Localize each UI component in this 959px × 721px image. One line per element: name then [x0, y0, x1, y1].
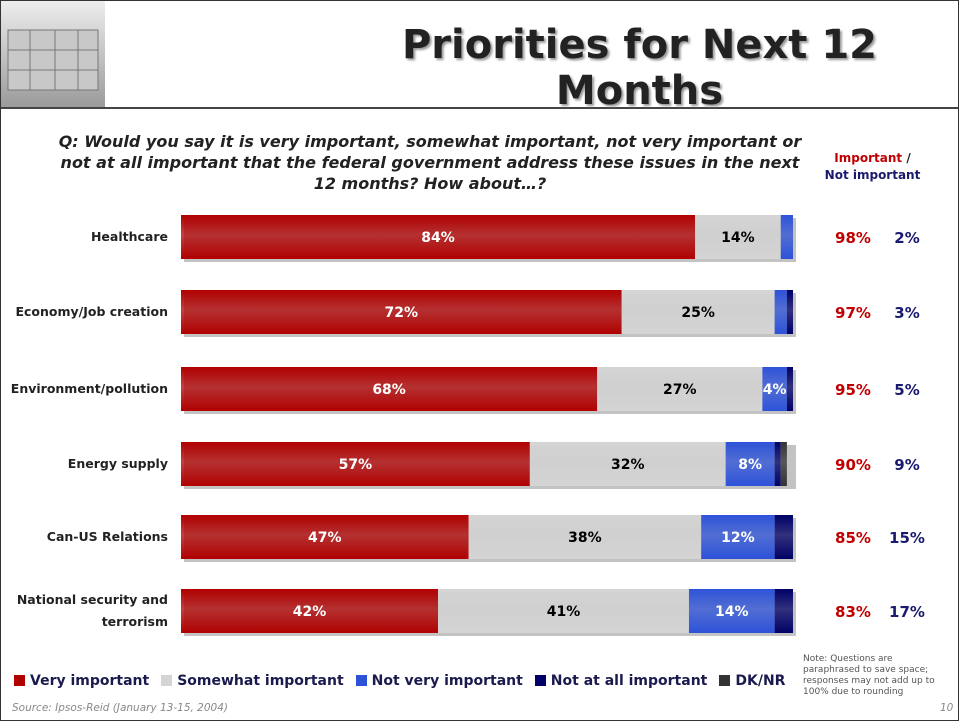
legend-label: DK/NR — [735, 673, 786, 689]
chart-title: Priorities for Next 12 Months — [401, 22, 878, 114]
bar-segment — [780, 442, 787, 486]
source: Source: Ipsos-Reid (January 13-15, 2004) — [12, 702, 229, 714]
question: Q: Would you say it is very important, s… — [58, 132, 802, 193]
not-important-total: 17% — [889, 603, 925, 621]
bar-segment — [181, 442, 530, 486]
value-label: 84% — [421, 230, 455, 246]
category-label: Economy/Job creation — [15, 304, 168, 319]
legend-item: Somewhat important — [161, 673, 344, 689]
bar-segment — [774, 442, 781, 486]
bar-segment — [181, 290, 622, 334]
value-label: 12% — [721, 530, 755, 546]
not-important-total: 15% — [889, 529, 925, 547]
bar-segment — [780, 215, 793, 259]
value-label: 25% — [681, 305, 715, 321]
value-label: 14% — [721, 230, 755, 246]
value-label: 32% — [611, 457, 645, 473]
bar-segment — [762, 367, 787, 411]
bar-segment — [181, 515, 469, 559]
bar-segment — [468, 515, 702, 559]
value-label: 72% — [385, 305, 419, 321]
separator: / — [906, 151, 911, 165]
value-label: 8% — [738, 457, 762, 473]
value-label: 68% — [372, 382, 406, 398]
legend-item: Not at all important — [534, 673, 708, 689]
legend: Very important Somewhat important Not very… — [14, 673, 785, 689]
not-important-total: 5% — [894, 381, 919, 399]
category-label: Energy supply — [67, 456, 168, 471]
bar-segment — [695, 215, 781, 259]
important-total: 97% — [835, 304, 871, 322]
important-header: Important — [834, 151, 903, 165]
legend-swatch — [14, 675, 25, 686]
value-label: 4% — [763, 382, 787, 398]
bar-segment — [725, 442, 775, 486]
bar-segment — [786, 290, 793, 334]
legend-swatch — [719, 675, 731, 686]
value-label: 42% — [293, 604, 327, 620]
not-important-total: 9% — [894, 456, 919, 474]
important-total: 98% — [835, 229, 871, 247]
not-important-total: 2% — [894, 229, 919, 247]
bar-segment — [597, 367, 763, 411]
bar-segment — [688, 589, 775, 633]
legend-swatch — [534, 675, 546, 686]
legend-swatch — [355, 675, 367, 686]
note: Note: Questions are paraphrased to save … — [803, 654, 935, 697]
bar-segment — [786, 367, 793, 411]
important-total: 95% — [835, 381, 871, 399]
bar-segment — [701, 515, 775, 559]
value-label: 27% — [663, 382, 697, 398]
bar-segment — [621, 290, 775, 334]
value-label: 47% — [308, 530, 342, 546]
legend-label: Not at all important — [550, 673, 708, 689]
summary-header: Important / Not important — [800, 150, 945, 184]
important-total: 90% — [835, 456, 871, 474]
category-label: National security and terrorism — [16, 592, 168, 629]
not-important-total: 3% — [894, 304, 919, 322]
bar-segment — [181, 589, 439, 633]
category-label: Healthcare — [90, 229, 168, 244]
value-label: 38% — [568, 530, 602, 546]
legend-label: Somewhat important — [177, 673, 344, 689]
category-label: Can-US Relations — [46, 529, 168, 544]
bar-segment — [774, 589, 793, 633]
important-total: 83% — [835, 603, 871, 621]
value-label: 14% — [715, 604, 749, 620]
value-label: 57% — [339, 457, 373, 473]
bar-segment — [529, 442, 726, 486]
bar-segment — [181, 215, 696, 259]
important-total: 85% — [835, 529, 871, 547]
not-important-header: Not important — [824, 168, 921, 182]
bar-segment — [181, 367, 598, 411]
legend-label: Not very important — [371, 673, 523, 689]
legend-swatch — [161, 675, 173, 686]
page-number: 10 — [940, 702, 954, 714]
legend-item: Not very important — [355, 673, 523, 689]
bar-segment — [774, 515, 793, 559]
category-label: Environment/pollution — [10, 381, 168, 396]
photo-building — [7, 29, 99, 91]
bar-segment — [774, 290, 787, 334]
legend-item: DK/NR — [719, 673, 785, 689]
legend-item: Very important — [14, 673, 149, 689]
bar-segment — [438, 589, 689, 633]
value-label: 41% — [547, 604, 581, 620]
legend-label: Very important — [30, 673, 150, 689]
